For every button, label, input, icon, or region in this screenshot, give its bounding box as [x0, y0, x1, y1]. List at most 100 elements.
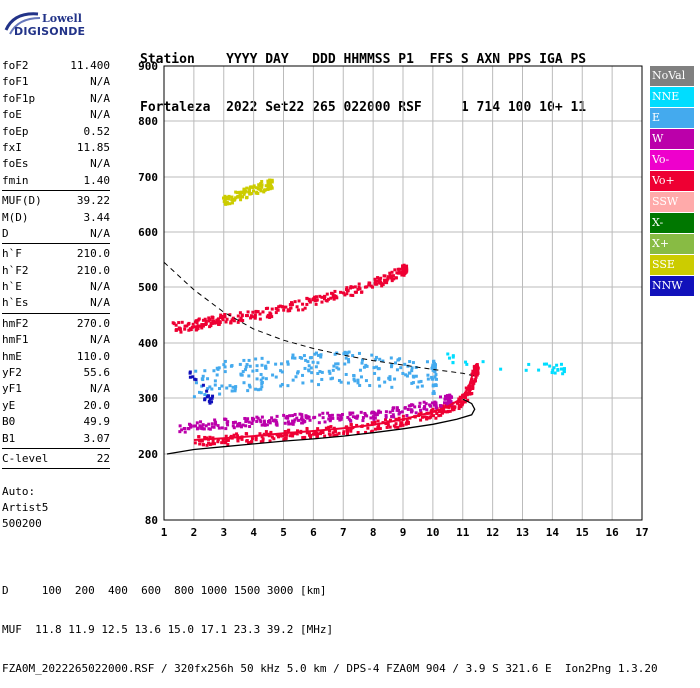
data-point — [370, 429, 374, 433]
data-point — [234, 190, 238, 194]
data-point — [332, 297, 336, 301]
data-point — [244, 365, 248, 369]
data-point — [395, 271, 399, 275]
data-point — [313, 352, 317, 356]
data-point — [371, 410, 375, 414]
data-point — [279, 384, 283, 388]
data-point — [388, 425, 392, 429]
param-value: 11.85 — [76, 140, 110, 154]
data-point — [203, 397, 207, 401]
data-point — [420, 384, 424, 388]
data-point — [332, 295, 336, 299]
data-point — [217, 322, 221, 326]
data-point — [236, 314, 240, 318]
data-point — [404, 265, 408, 269]
data-point — [232, 433, 236, 437]
data-point — [225, 202, 229, 206]
data-point — [288, 414, 292, 418]
data-point — [281, 434, 285, 438]
data-point — [553, 371, 557, 375]
data-point — [353, 290, 357, 294]
data-point — [373, 413, 377, 417]
data-point — [222, 196, 226, 200]
data-point — [391, 409, 395, 413]
data-point — [370, 421, 374, 425]
data-point — [394, 417, 398, 421]
data-point — [524, 368, 528, 372]
param-name: foF1 — [2, 75, 29, 89]
data-point — [235, 191, 239, 195]
data-point — [388, 378, 392, 382]
data-point — [446, 397, 450, 401]
data-point — [248, 187, 252, 191]
data-point — [230, 364, 234, 368]
data-point — [258, 317, 262, 321]
y-tick-label: 80 — [145, 514, 158, 527]
data-point — [419, 418, 423, 422]
data-point — [293, 412, 297, 416]
param-row: yF2 55.6 — [2, 365, 110, 381]
data-point — [208, 385, 212, 389]
data-point — [561, 372, 565, 376]
data-point — [331, 368, 335, 372]
data-point — [401, 264, 405, 268]
data-point — [287, 428, 291, 432]
param-name: B1 — [2, 431, 16, 445]
data-point — [349, 429, 353, 433]
data-point — [394, 276, 398, 280]
data-point — [197, 435, 201, 439]
x-tick-label: 15 — [576, 526, 589, 539]
data-point — [254, 387, 258, 391]
data-point — [254, 435, 258, 439]
x-tick-label: 5 — [280, 526, 287, 539]
footer-file-info: FZA0M_2022265022000.RSF / 320fx256h 50 k… — [2, 662, 658, 675]
data-point — [187, 427, 191, 431]
data-point — [203, 317, 207, 321]
data-point — [178, 424, 182, 428]
data-point — [190, 325, 194, 329]
data-point — [425, 360, 429, 364]
data-point — [260, 380, 264, 384]
param-value: N/A — [90, 296, 110, 310]
data-point — [242, 358, 246, 362]
data-point — [368, 281, 372, 285]
data-point — [255, 190, 259, 194]
data-point — [432, 359, 436, 363]
data-point — [177, 321, 181, 325]
data-point — [322, 297, 326, 301]
data-point — [193, 377, 197, 381]
param-row: foF1p N/A — [2, 91, 110, 107]
data-point — [208, 397, 212, 401]
data-point — [198, 442, 202, 446]
data-point — [293, 300, 297, 304]
data-point — [449, 404, 453, 408]
data-point — [267, 184, 271, 188]
data-point — [398, 357, 402, 361]
data-point — [406, 407, 410, 411]
data-point — [464, 360, 468, 364]
data-point — [339, 417, 343, 421]
data-point — [448, 409, 452, 413]
param-name: h`F2 — [2, 263, 29, 277]
data-point — [336, 413, 340, 417]
data-point — [178, 430, 182, 434]
data-point — [192, 395, 196, 399]
data-point — [388, 410, 392, 414]
data-point — [286, 384, 290, 388]
data-point — [305, 416, 309, 420]
data-point — [326, 411, 330, 415]
data-point — [252, 189, 256, 193]
data-point — [200, 426, 204, 430]
data-point — [389, 365, 393, 369]
data-point — [474, 375, 478, 379]
data-point — [560, 367, 564, 371]
data-point — [275, 423, 279, 427]
data-point — [403, 362, 407, 366]
data-point — [250, 437, 254, 441]
data-point — [291, 434, 295, 438]
data-point — [451, 405, 455, 409]
data-point — [248, 190, 252, 194]
data-point — [339, 416, 343, 420]
data-point — [321, 431, 325, 435]
data-point — [244, 314, 248, 318]
